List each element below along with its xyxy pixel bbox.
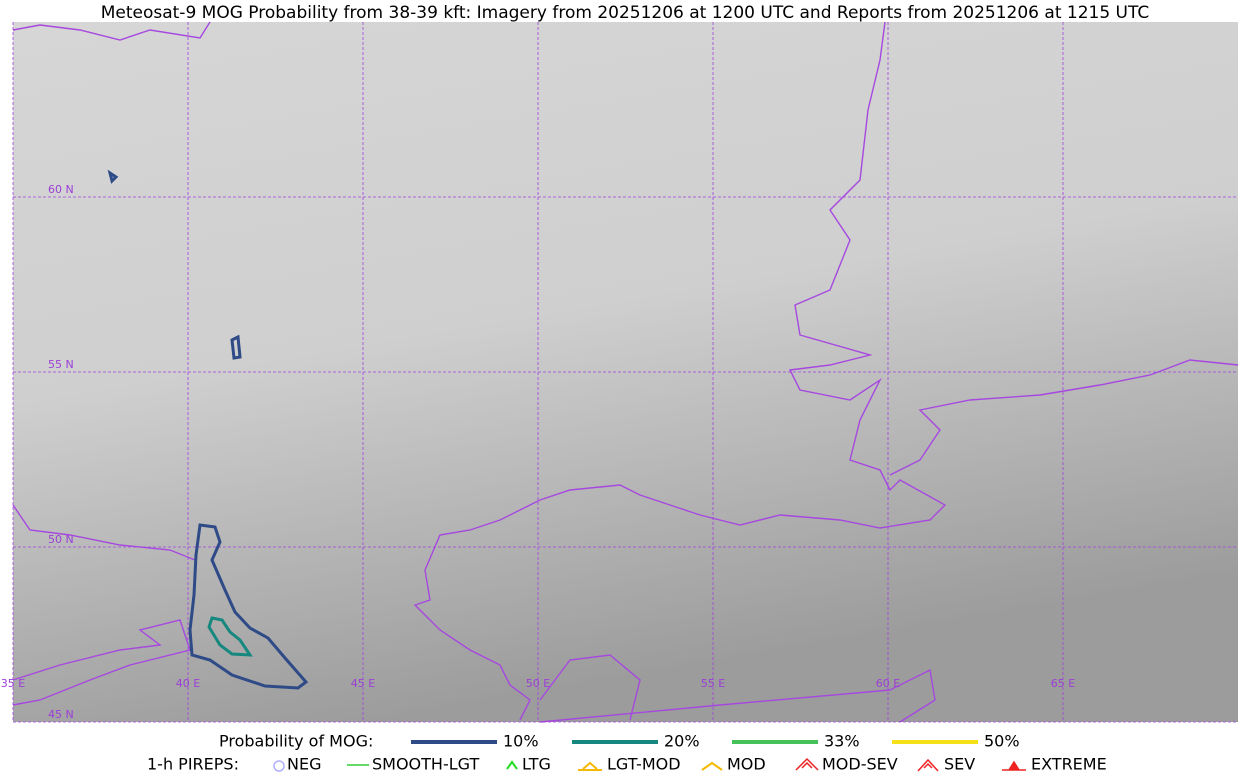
contour [188,523,309,690]
legend-icon [795,757,819,771]
lat-label: 45 N [48,708,74,721]
legend: Probability of MOG: 1-h PIREPS: 10% 20% 33… [147,732,1107,774]
legend-entry: 33% [824,732,860,751]
legend-entry: EXTREME [1031,755,1107,774]
legend-icon [917,758,939,772]
graticule: 35 E 40 E 45 E 50 E 55 E 60 E 65 E 60 N 55 N 50 N… [1,22,1238,723]
legend-entry: SMOOTH-LGT [372,755,479,774]
lat-label: 60 N [48,183,74,196]
legend-icon [701,761,723,771]
lon-label: 50 E [526,677,550,690]
legend-entry: LGT-MOD [607,755,681,774]
legend-icon [1002,760,1026,771]
legend-label: 1-h PIREPS: [147,755,239,774]
legend-entry: 50% [984,732,1020,751]
legend-entry: 10% [503,732,539,751]
legend-entry: 20% [664,732,700,751]
lon-label: 65 E [1051,677,1075,690]
legend-icon [506,760,518,770]
lon-label: 60 E [876,677,900,690]
contour [230,334,242,360]
legend-label: Probability of MOG: [219,732,373,751]
lat-label: 55 N [48,358,74,371]
map: 35 E 40 E 45 E 50 E 55 E 60 E 65 E 60 N 55 N 50 N… [1,21,1239,723]
coastlines [12,21,1239,723]
legend-icon [578,761,602,771]
legend-entry: LTG [522,755,551,774]
legend-entry: MOD [727,755,766,774]
lon-label: 45 E [351,677,375,690]
lon-label: 55 E [701,677,725,690]
lon-label: 40 E [176,677,200,690]
legend-entry: NEG [287,755,321,774]
legend-icon [273,760,285,772]
contour [207,616,253,657]
contour [107,169,119,184]
legend-entry: MOD-SEV [822,755,898,774]
lat-label: 50 N [48,533,74,546]
lon-label: 35 E [1,677,25,690]
mog-contours [107,169,309,690]
title: Meteosat-9 MOG Probability from 38-39 kf… [101,3,1150,23]
legend-entry: SEV [944,755,975,774]
